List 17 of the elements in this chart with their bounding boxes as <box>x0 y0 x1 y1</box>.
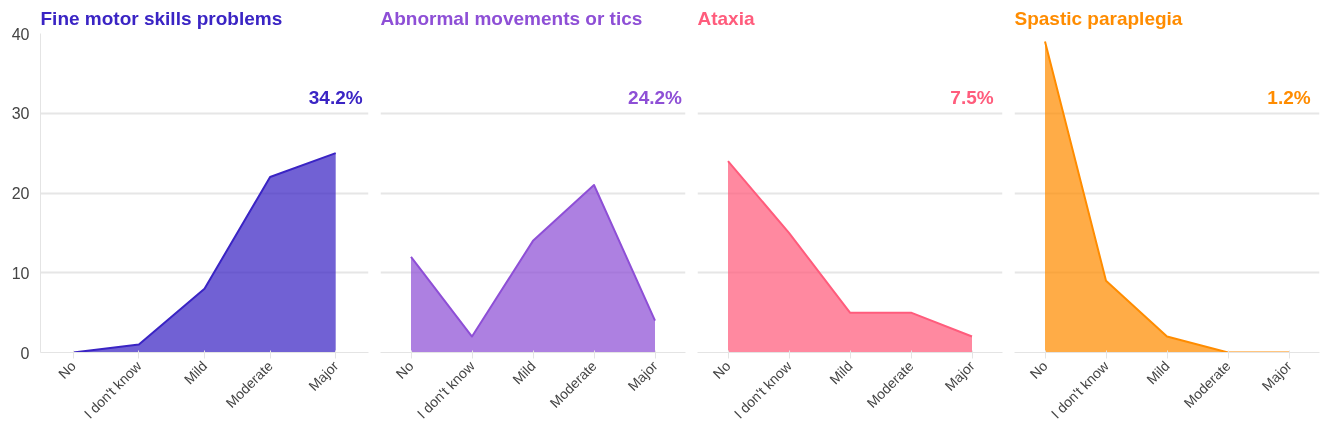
y-tick-label: 40 <box>11 25 30 43</box>
x-tick-label: No <box>1026 357 1051 382</box>
x-tick-label: No <box>392 357 417 382</box>
annotation: 1.2% <box>1267 86 1311 108</box>
chart-title: Fine motor skills problems <box>40 7 283 29</box>
y-tick-label: 0 <box>20 344 30 362</box>
y-tick-label: 20 <box>11 185 30 202</box>
chart-title: Abnormal movements or tics <box>380 7 643 29</box>
annotation: 7.5% <box>950 86 994 108</box>
annotation: 24.2% <box>628 86 683 108</box>
chart-title: Spastic paraplegia <box>1014 7 1183 29</box>
chart-title: Ataxia <box>697 7 755 29</box>
x-tick-label: No <box>54 357 80 382</box>
annotation: 34.2% <box>308 86 363 108</box>
y-tick-label: 30 <box>11 105 30 123</box>
x-tick-label: No <box>709 357 734 382</box>
y-tick-label: 10 <box>11 264 30 282</box>
